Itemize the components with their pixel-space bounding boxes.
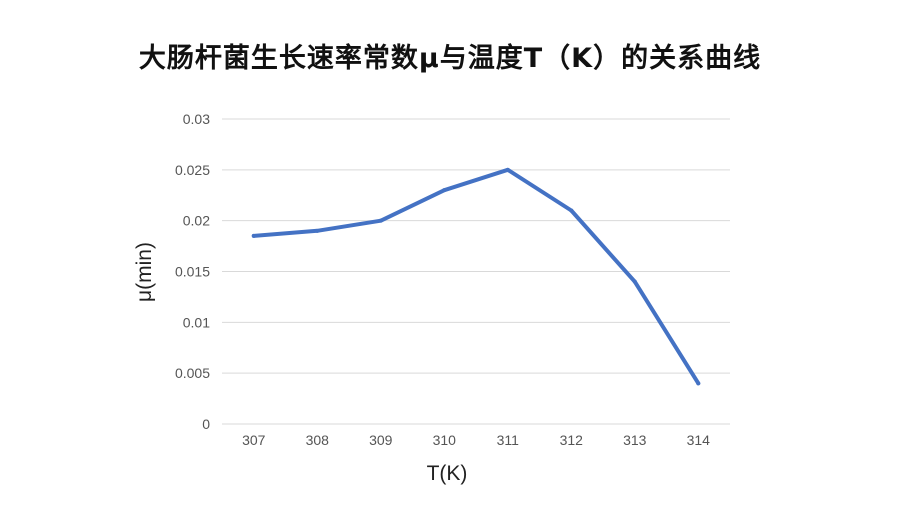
chart-title: 大肠杆菌生长速率常数μ与温度T（K）的关系曲线	[138, 43, 762, 74]
x-tick-label: 314	[687, 432, 711, 448]
y-tick-label: 0.02	[183, 213, 210, 229]
series-line	[251, 167, 701, 386]
y-tick-label: 0.005	[175, 365, 210, 381]
x-tick-label: 307	[242, 432, 266, 448]
x-tick-label: 308	[306, 432, 330, 448]
y-tick-label: 0.01	[183, 314, 210, 330]
data-point	[442, 188, 447, 193]
grid-lines	[222, 118, 730, 425]
x-tick-label: 312	[560, 432, 584, 448]
x-axis-ticks: 307 308 309 310 311 312 313 314	[242, 432, 710, 448]
x-tick-label: 309	[369, 432, 393, 448]
y-tick-label: 0.015	[175, 264, 210, 280]
y-tick-label: 0	[202, 416, 210, 432]
data-point	[632, 279, 637, 284]
x-tick-label: 311	[497, 432, 520, 448]
x-tick-label: 313	[623, 432, 647, 448]
data-point	[696, 381, 701, 386]
data-point	[378, 218, 383, 223]
data-point	[315, 228, 320, 233]
x-tick-label: 310	[433, 432, 457, 448]
y-tick-label: 0.025	[175, 162, 210, 178]
data-point	[569, 208, 574, 213]
x-axis-title: T(K)	[427, 462, 468, 485]
y-axis-ticks: 0 0.005 0.01 0.015 0.02 0.025 0.03	[175, 111, 210, 432]
data-point	[251, 233, 256, 238]
y-tick-label: 0.03	[183, 111, 210, 127]
y-axis-title: μ(min)	[133, 242, 156, 302]
data-point	[505, 167, 510, 172]
series-layer	[251, 167, 701, 386]
